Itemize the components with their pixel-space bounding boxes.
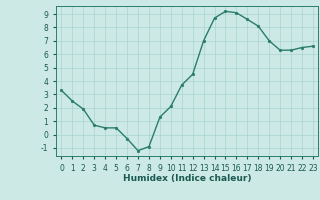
X-axis label: Humidex (Indice chaleur): Humidex (Indice chaleur) <box>123 174 252 183</box>
